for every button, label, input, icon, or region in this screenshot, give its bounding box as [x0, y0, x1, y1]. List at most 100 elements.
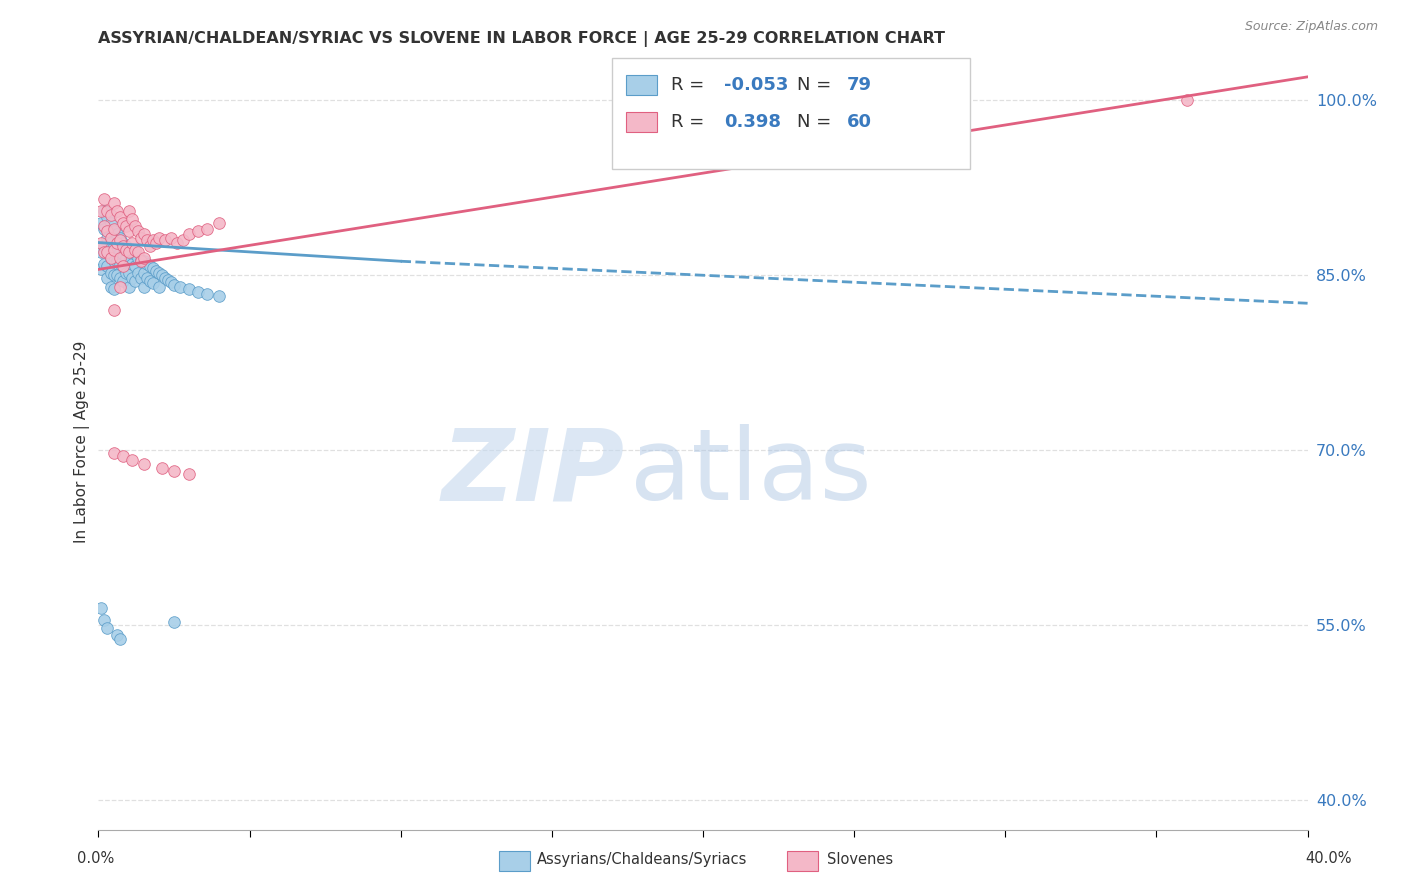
Point	[124, 219, 146, 234]
Point	[127, 266, 149, 280]
Point	[100, 235, 122, 250]
Point	[100, 266, 122, 280]
Point	[118, 254, 141, 268]
Point	[90, 216, 112, 230]
Point	[93, 219, 115, 234]
Point	[179, 227, 201, 242]
Point	[105, 204, 128, 219]
Point	[114, 239, 136, 253]
Point	[127, 224, 149, 238]
Text: ZIP: ZIP	[441, 424, 624, 521]
Point	[148, 280, 170, 294]
Point	[150, 460, 173, 475]
Point	[103, 445, 125, 459]
Text: -0.053: -0.053	[724, 76, 789, 94]
Point	[132, 458, 155, 472]
Text: R =: R =	[671, 113, 716, 131]
Point	[160, 231, 183, 245]
Text: atlas: atlas	[630, 424, 872, 521]
Point	[100, 216, 122, 230]
Point	[139, 274, 162, 288]
Point	[163, 464, 186, 478]
Point	[121, 270, 143, 285]
Point	[148, 266, 170, 280]
Point	[103, 224, 125, 238]
Point	[105, 268, 128, 283]
Point	[118, 266, 141, 280]
Point	[108, 210, 131, 224]
Point	[111, 235, 134, 250]
Text: R =: R =	[671, 76, 710, 94]
Point	[111, 259, 134, 273]
Point	[103, 195, 125, 210]
Point	[114, 219, 136, 234]
Point	[103, 243, 125, 257]
Point	[96, 244, 118, 259]
Point	[105, 243, 128, 257]
Point	[114, 266, 136, 280]
Point	[179, 282, 201, 296]
Point	[139, 239, 162, 253]
Text: 79: 79	[846, 76, 872, 94]
Text: Source: ZipAtlas.com: Source: ZipAtlas.com	[1244, 20, 1378, 33]
Point	[118, 243, 141, 257]
Point	[148, 231, 170, 245]
Point	[142, 261, 165, 276]
Text: N =: N =	[797, 76, 837, 94]
Point	[93, 193, 115, 207]
Point	[100, 280, 122, 294]
Point	[93, 204, 115, 219]
Point	[100, 251, 122, 265]
Point	[153, 270, 176, 285]
Point	[111, 449, 134, 463]
Point	[172, 233, 194, 247]
Text: ASSYRIAN/CHALDEAN/SYRIAC VS SLOVENE IN LABOR FORCE | AGE 25-29 CORRELATION CHART: ASSYRIAN/CHALDEAN/SYRIAC VS SLOVENE IN L…	[98, 31, 945, 47]
Point	[103, 282, 125, 296]
Point	[118, 204, 141, 219]
Y-axis label: In Labor Force | Age 25-29: In Labor Force | Age 25-29	[75, 341, 90, 542]
Point	[156, 273, 179, 287]
Point	[103, 254, 125, 268]
Point	[139, 259, 162, 273]
Point	[108, 231, 131, 245]
Point	[127, 244, 149, 259]
Point	[153, 233, 176, 247]
Point	[150, 268, 173, 283]
Point	[179, 467, 201, 481]
Point	[108, 280, 131, 294]
Point	[96, 204, 118, 219]
Point	[124, 274, 146, 288]
Point	[121, 235, 143, 250]
Point	[96, 259, 118, 273]
Point	[132, 227, 155, 242]
Point	[108, 270, 131, 285]
Point	[124, 243, 146, 257]
Point	[111, 274, 134, 288]
Point	[118, 224, 141, 238]
Point	[90, 204, 112, 219]
Point	[105, 235, 128, 250]
Point	[105, 628, 128, 642]
Point	[208, 216, 231, 230]
Point	[129, 253, 152, 268]
Point	[100, 251, 122, 265]
Point	[121, 256, 143, 270]
Point	[208, 289, 231, 303]
Point	[1175, 93, 1198, 107]
Point	[96, 210, 118, 224]
Point	[160, 275, 183, 289]
Text: 40.0%: 40.0%	[1305, 851, 1353, 865]
Point	[114, 243, 136, 257]
Point	[105, 227, 128, 242]
Point	[103, 239, 125, 253]
Point	[129, 254, 152, 268]
Point	[90, 600, 112, 615]
Point	[121, 212, 143, 227]
Point	[100, 208, 122, 222]
Point	[111, 239, 134, 253]
Text: 60: 60	[846, 113, 872, 131]
Point	[142, 277, 165, 291]
Point	[108, 632, 131, 647]
Point	[108, 251, 131, 265]
Point	[129, 231, 152, 245]
